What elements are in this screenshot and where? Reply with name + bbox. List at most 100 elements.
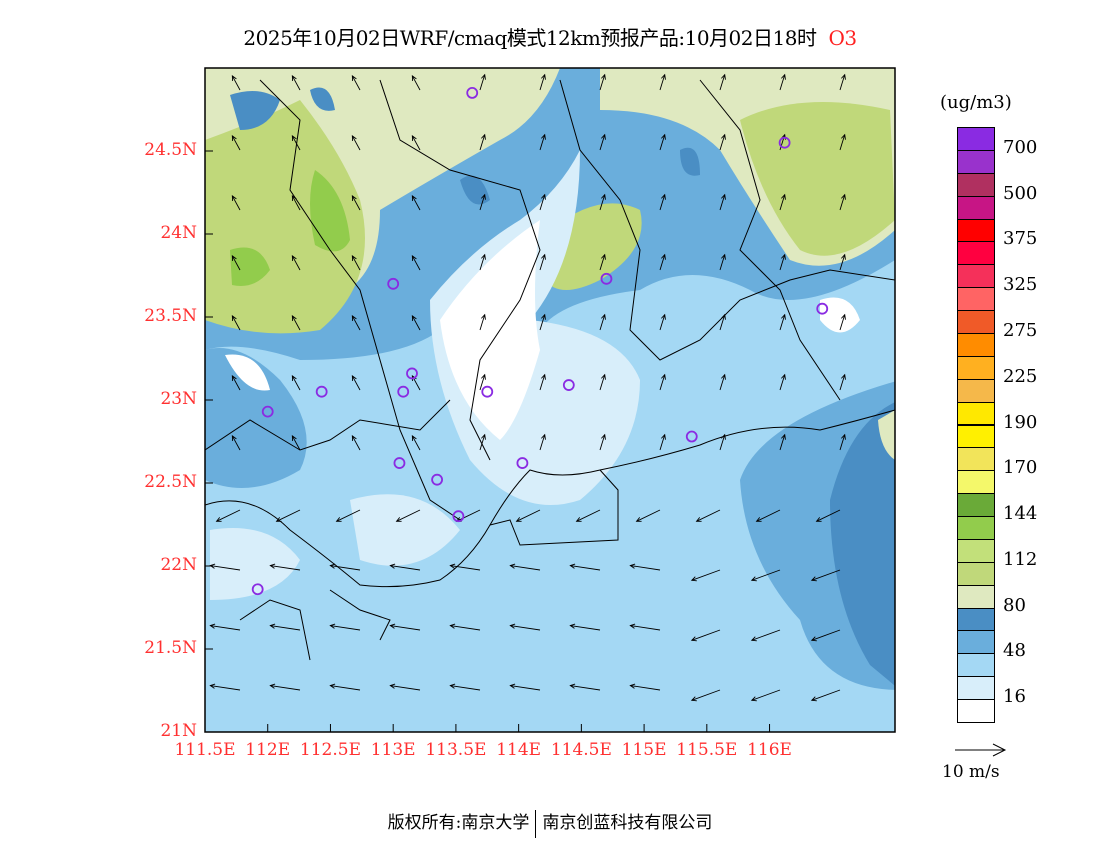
legend-swatch [957,310,995,334]
wind-arrow [479,313,486,331]
west-field-48 [205,348,307,488]
lat-label: 22.5N [144,472,197,492]
station-marker [466,87,479,99]
wind-arrow [395,509,421,522]
wind-arrow [351,75,361,91]
lon-label: 113.5E [425,740,487,760]
wind-arrow [569,563,601,571]
legend-label: 144 [1003,503,1038,525]
reference-vector-label: 10 m/s [942,762,1000,782]
wind-arrow [411,75,421,91]
wind-arrow [269,623,301,631]
legend-swatch [957,149,995,174]
station-marker [315,385,328,398]
wind-arrow [291,195,301,211]
wind-arrow [509,563,541,571]
wind-arrow [539,193,546,211]
wind-arrow [750,569,781,582]
wind-arrow [351,435,361,451]
wind-arrow [539,313,546,331]
sea-field-64 [830,402,895,686]
wind-arrow [329,683,361,691]
wind-arrow [411,135,421,151]
wind-arrow [755,509,781,522]
legend-swatch [957,561,995,586]
wind-arrow [539,433,546,451]
lon-label: 111.5E [174,740,236,760]
wind-arrow [629,623,661,631]
wind-arrow [291,135,301,151]
wind-arrow [231,75,241,91]
wind-arrow [575,509,601,522]
wind-arrow [810,629,841,642]
wind-arrow [635,509,661,522]
west-field-0 [225,354,270,391]
wind-arrow [690,629,721,642]
wind-arrow [509,683,541,691]
wind-arrow [209,683,241,691]
coastline-and-borders [205,79,895,661]
wind-arrow [779,73,786,91]
station-marker [516,457,529,469]
legend-label: 275 [1003,319,1038,341]
wind-arrow [291,255,301,271]
wind-arrow [231,375,241,391]
wind-arrow [269,683,301,691]
legend-swatch [957,172,995,197]
wind-arrow [479,133,486,151]
wind-arrow [599,433,606,451]
legend-swatch [957,447,995,472]
wind-arrow [659,133,666,151]
legend-label: 225 [1003,365,1038,387]
station-marker [261,405,274,418]
wind-arrow [779,253,786,271]
central-field-0 [440,220,540,440]
lon-label: 112E [245,740,291,760]
wind-vectors [209,73,846,702]
south-west-field-16 [210,528,300,600]
legend-swatch [957,424,995,449]
legend-swatch [957,332,995,357]
legend-unit: (ug/m3) [940,92,1012,113]
station-marker [600,272,613,285]
wind-arrow [659,373,666,391]
wind-arrow [629,683,661,691]
lon-label: 112.5E [299,740,361,760]
wind-arrow [599,253,606,271]
wind-arrow [690,689,721,702]
station-marker [393,457,406,469]
lon-label: 115E [621,740,667,760]
figure-title: 2025年10月02日WRF/cmaq模式12km预报产品:10月02日18时 O… [0,22,1100,51]
north-east-field-112 [740,102,895,256]
north-west-field-144 [310,170,350,252]
wind-arrow [291,435,301,451]
north-west-field-144b [230,247,270,286]
station-marker [452,510,465,523]
legend-swatch [957,378,995,403]
wind-arrow [291,75,301,91]
wind-arrow [810,689,841,702]
wind-arrow [839,433,846,451]
legend-label: 16 [1003,686,1026,708]
legend-swatch [957,493,995,518]
wind-arrow [389,623,421,631]
wind-arrow [389,563,421,571]
wind-arrow [539,373,546,391]
station-marker [387,277,400,290]
lat-label: 23.5N [144,306,197,326]
legend-swatch [957,538,995,563]
legend-swatch [957,241,995,266]
legend-swatch [957,516,995,540]
legend-swatch [957,676,995,701]
wind-arrow [599,133,606,151]
wind-arrow [351,135,361,151]
wind-arrow [599,373,606,391]
station-marker [251,583,264,596]
title-text: 2025年10月02日WRF/cmaq模式12km预报产品:10月02日18时 [243,26,817,50]
lon-label: 114.5E [550,740,612,760]
species-label: O3 [828,26,857,50]
station-marker [397,385,410,398]
station-marker [406,367,418,380]
